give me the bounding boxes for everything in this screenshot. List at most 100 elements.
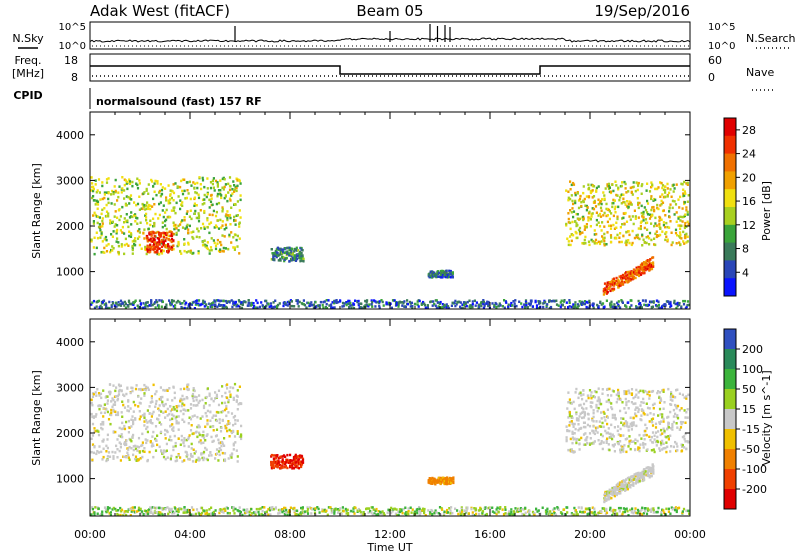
- range-gate-cell: [214, 509, 217, 512]
- range-gate-cell: [146, 250, 149, 253]
- range-gate-cell: [172, 232, 175, 236]
- range-gate-cell: [142, 231, 145, 235]
- range-gate-cell: [544, 300, 547, 304]
- range-gate-cell: [139, 402, 142, 405]
- range-gate-cell: [622, 234, 625, 238]
- range-gate-cell: [406, 299, 409, 302]
- range-gate-cell: [160, 242, 164, 245]
- range-gate-cell: [238, 252, 241, 255]
- range-gate-cell: [642, 390, 645, 394]
- range-gate-cell: [237, 403, 240, 406]
- range-gate-cell: [113, 400, 117, 404]
- range-gate-cell: [144, 388, 147, 392]
- range-gate-cell: [433, 478, 436, 482]
- range-gate-cell: [667, 435, 670, 438]
- range-gate-cell: [674, 228, 678, 232]
- range-gate-cell: [160, 192, 164, 196]
- range-gate-cell: [684, 221, 687, 225]
- range-gate-cell: [643, 469, 646, 473]
- range-gate-cell: [441, 275, 444, 279]
- range-gate-cell: [105, 244, 108, 247]
- range-gate-cell: [593, 390, 596, 393]
- nave-tick-bottom: 0: [708, 71, 715, 84]
- range-gate-cell: [314, 300, 317, 304]
- range-gate-cell: [584, 242, 587, 245]
- range-gate-cell: [396, 513, 399, 517]
- range-gate-cell: [282, 304, 285, 308]
- range-gate-cell: [555, 303, 559, 306]
- range-gate-cell: [567, 240, 570, 243]
- range-gate-cell: [132, 421, 135, 424]
- range-gate-cell: [230, 412, 234, 415]
- range-gate-cell: [160, 249, 163, 253]
- range-gate-cell: [658, 222, 661, 226]
- range-gate-cell: [560, 303, 563, 307]
- range-gate-cell: [671, 425, 674, 428]
- range-gate-cell: [147, 227, 150, 231]
- range-gate-cell: [225, 226, 228, 230]
- range-gate-cell: [142, 306, 145, 310]
- range-gate-cell: [108, 512, 111, 515]
- range-gate-cell: [181, 192, 185, 196]
- range-gate-cell: [569, 188, 572, 191]
- range-gate-cell: [434, 304, 437, 307]
- range-gate-cell: [624, 438, 627, 441]
- range-gate-cell: [206, 187, 209, 190]
- range-gate-cell: [160, 188, 164, 192]
- range-gate-cell: [136, 177, 139, 180]
- range-gate-cell: [94, 430, 97, 433]
- range-gate-cell: [155, 439, 158, 442]
- range-gate-cell: [578, 392, 581, 396]
- range-gate-cell: [666, 238, 669, 241]
- range-gate-cell: [201, 240, 205, 244]
- range-gate-cell: [441, 303, 444, 306]
- range-gate-cell: [120, 411, 123, 414]
- range-gate-cell: [273, 252, 276, 255]
- range-gate-cell: [100, 411, 103, 415]
- range-gate-cell: [571, 199, 574, 203]
- range-gate-cell: [157, 418, 160, 421]
- range-gate-cell: [354, 506, 357, 510]
- range-gate-cell: [606, 231, 609, 234]
- range-gate-cell: [90, 303, 93, 306]
- range-gate-cell: [193, 196, 196, 199]
- range-gate-cell: [576, 303, 580, 306]
- range-gate-cell: [579, 232, 582, 235]
- range-gate-cell: [627, 407, 630, 410]
- range-gate-cell: [498, 302, 501, 305]
- range-gate-cell: [202, 434, 205, 437]
- range-gate-cell: [191, 460, 195, 463]
- nsky-tick-top: 10^5: [59, 22, 86, 33]
- range-gate-cell: [659, 227, 662, 230]
- range-gate-cell: [183, 178, 186, 181]
- range-gate-cell: [620, 193, 623, 196]
- range-gate-cell: [103, 303, 106, 306]
- range-gate-cell: [227, 400, 230, 404]
- range-gate-cell: [668, 210, 671, 213]
- range-gate-cell: [220, 196, 223, 200]
- range-gate-cell: [284, 461, 287, 464]
- range-gate-cell: [567, 391, 570, 394]
- range-gate-cell: [614, 205, 617, 209]
- range-gate-cell: [147, 205, 150, 209]
- freq-tick-bottom: 8: [71, 71, 78, 84]
- range-gate-cell: [261, 506, 264, 509]
- range-gate-cell: [330, 303, 333, 306]
- colorbar-segment: [724, 236, 736, 244]
- range-gate-cell: [129, 215, 133, 218]
- range-gate-cell: [586, 442, 589, 445]
- range-gate-cell: [581, 406, 584, 410]
- range-gate-cell: [120, 510, 123, 513]
- range-gate-cell: [198, 399, 201, 403]
- range-gate-cell: [616, 194, 619, 197]
- range-gate-cell: [221, 206, 224, 209]
- range-gate-cell: [641, 233, 644, 237]
- range-gate-cell: [192, 432, 195, 435]
- range-gate-cell: [623, 424, 626, 428]
- range-gate-cell: [620, 417, 623, 420]
- range-gate-cell: [111, 508, 114, 511]
- range-gate-cell: [214, 397, 217, 400]
- range-gate-cell: [606, 183, 609, 186]
- range-gate-cell: [172, 299, 175, 303]
- range-gate-cell: [648, 213, 652, 216]
